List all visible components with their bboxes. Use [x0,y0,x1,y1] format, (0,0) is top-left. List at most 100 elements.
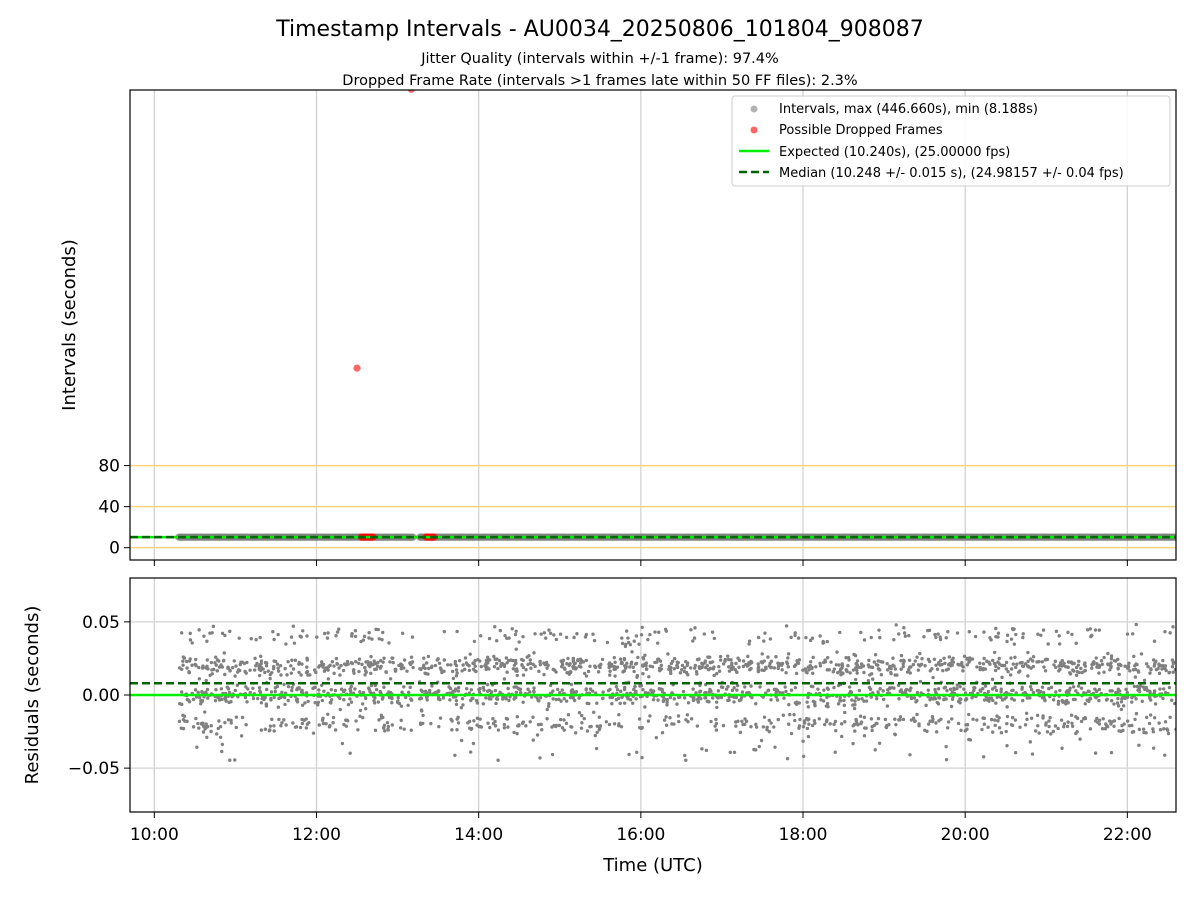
residual-point [331,715,336,720]
residual-point [1148,713,1153,717]
residual-point [593,733,597,738]
residual-point [879,673,884,677]
residual-point [286,684,291,689]
residual-point [228,629,232,634]
residual-point [316,665,321,669]
residual-point [608,673,612,677]
residual-point [899,688,903,692]
residual-point [958,697,962,701]
residual-point [899,667,903,671]
residual-point [205,687,210,692]
residual-point [273,689,278,694]
residual-point [408,661,413,665]
residual-point [1171,661,1176,666]
residual-point [1056,702,1061,706]
residual-point [537,669,541,674]
residual-point [942,697,946,702]
residual-point [433,663,438,668]
dropped-frame-point [353,364,361,372]
residual-point [721,662,726,666]
residual-point [893,732,897,737]
residual-point [832,685,836,690]
residual-point [982,722,987,726]
residual-point [487,667,491,671]
residual-point [544,636,548,640]
intervals-y-tick-label: 80 [98,457,120,477]
residual-point [654,735,659,740]
residual-point [475,716,480,720]
residual-point [826,687,830,691]
residual-point [647,675,651,679]
residual-point [782,696,786,700]
residual-point [205,639,209,643]
x-tick-label: 12:00 [292,825,341,845]
residual-point [881,697,886,702]
residual-point [778,690,782,695]
residual-point [850,698,854,702]
residual-point [353,634,358,639]
x-axis-label: Time (UTC) [602,855,703,876]
residual-point [675,702,679,706]
residual-point [715,671,719,676]
residual-point [242,661,247,666]
residual-point [1026,674,1030,678]
residual-point [481,685,486,690]
residual-point [1173,701,1176,706]
residual-point [1009,723,1014,727]
residual-point [558,717,563,722]
residual-point [853,729,857,733]
residual-point [789,635,793,640]
residual-point [381,630,385,635]
residual-point [593,665,598,670]
residual-point [1086,689,1091,693]
residual-point [528,661,533,666]
residual-point [780,661,785,666]
x-tick-label: 16:00 [616,825,665,845]
residual-point [872,660,876,664]
residual-point [1109,654,1114,658]
residual-point [177,719,182,724]
x-tick-label: 22:00 [1103,825,1152,845]
residual-point [317,688,321,692]
residual-point [220,749,224,754]
residual-point [1060,664,1064,668]
residual-point [394,667,398,672]
residual-point [903,634,908,638]
residual-point [913,659,917,663]
residual-point [746,654,750,659]
residual-point [981,666,985,671]
residual-point [783,685,787,689]
residual-point [297,660,301,665]
residual-point [693,663,698,668]
residual-point [861,664,866,668]
residual-point [304,691,309,695]
residual-point [1139,652,1144,656]
residual-point [205,735,209,739]
residual-point [619,689,623,694]
residual-point [300,703,305,708]
residual-point [805,671,809,675]
residual-point [369,654,373,659]
residual-point [239,734,244,738]
residual-point [918,651,922,656]
residual-point [811,684,815,689]
residual-point [485,682,490,687]
residual-point [184,659,189,664]
residual-point [1040,685,1045,689]
residual-point [691,687,695,691]
residual-point [710,696,715,700]
residual-point [797,701,801,705]
residual-point [1033,729,1038,733]
residual-point [1138,684,1143,688]
residual-point [613,665,617,669]
residual-point [199,721,204,726]
residual-point [1095,716,1099,721]
residual-point [839,673,843,677]
residual-point [388,677,393,681]
residual-point [437,724,441,729]
residual-point [197,677,202,681]
residual-point [767,729,771,734]
residual-point [488,725,492,730]
residual-point [776,717,780,722]
residual-point [1124,687,1128,692]
